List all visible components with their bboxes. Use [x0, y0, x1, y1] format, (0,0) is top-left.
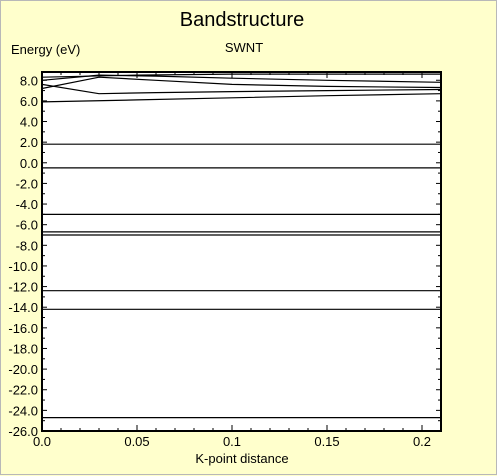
x-tick-label: 0.0 — [33, 434, 51, 449]
y-tick-label: -24.0 — [8, 403, 38, 418]
x-tick-label: 0.1 — [223, 434, 241, 449]
y-tick-label: -10.0 — [8, 259, 38, 274]
band-line-8 — [41, 93, 442, 103]
y-axis-ticks: 8.0 6.0 4.0 2.0 0.0 -2.0 -4.0 -6.0 -8.0 -10.0 -12.… — [8, 73, 441, 439]
x-tick-label: 0.05 — [124, 434, 149, 449]
band-line-10 — [41, 76, 442, 90]
plot-border — [41, 71, 442, 432]
x-axis-label: K-point distance — [195, 451, 288, 466]
x-tick-label: 0.15 — [314, 434, 339, 449]
band-line-12 — [41, 73, 441, 78]
plot-area — [42, 72, 441, 431]
y-tick-label: 8.0 — [20, 73, 38, 88]
y-tick-label: -2.0 — [16, 176, 38, 191]
y-tick-label: 2.0 — [20, 135, 38, 150]
y-tick-label: -16.0 — [8, 321, 38, 336]
y-tick-label: -14.0 — [8, 300, 38, 315]
y-axis-label: Energy (eV) — [11, 42, 80, 57]
chart-title: Bandstructure — [180, 9, 305, 31]
y-tick-label: -20.0 — [8, 362, 38, 377]
y-tick-label: -4.0 — [16, 197, 38, 212]
y-tick-label: -8.0 — [16, 238, 38, 253]
y-tick-label: 4.0 — [20, 115, 38, 130]
y-tick-label: -18.0 — [8, 341, 38, 356]
y-tick-label: 0.0 — [20, 156, 38, 171]
y-tick-label: 6.0 — [20, 94, 38, 109]
x-tick-label: 0.2 — [413, 434, 431, 449]
band-line-9 — [41, 83, 442, 95]
chart-subtitle: SWNT — [225, 40, 263, 55]
y-tick-label: -12.0 — [8, 280, 38, 295]
y-tick-label: -22.0 — [8, 383, 38, 398]
y-tick-label: -26.0 — [8, 424, 38, 439]
band-lines — [41, 73, 442, 419]
y-tick-label: -6.0 — [16, 218, 38, 233]
